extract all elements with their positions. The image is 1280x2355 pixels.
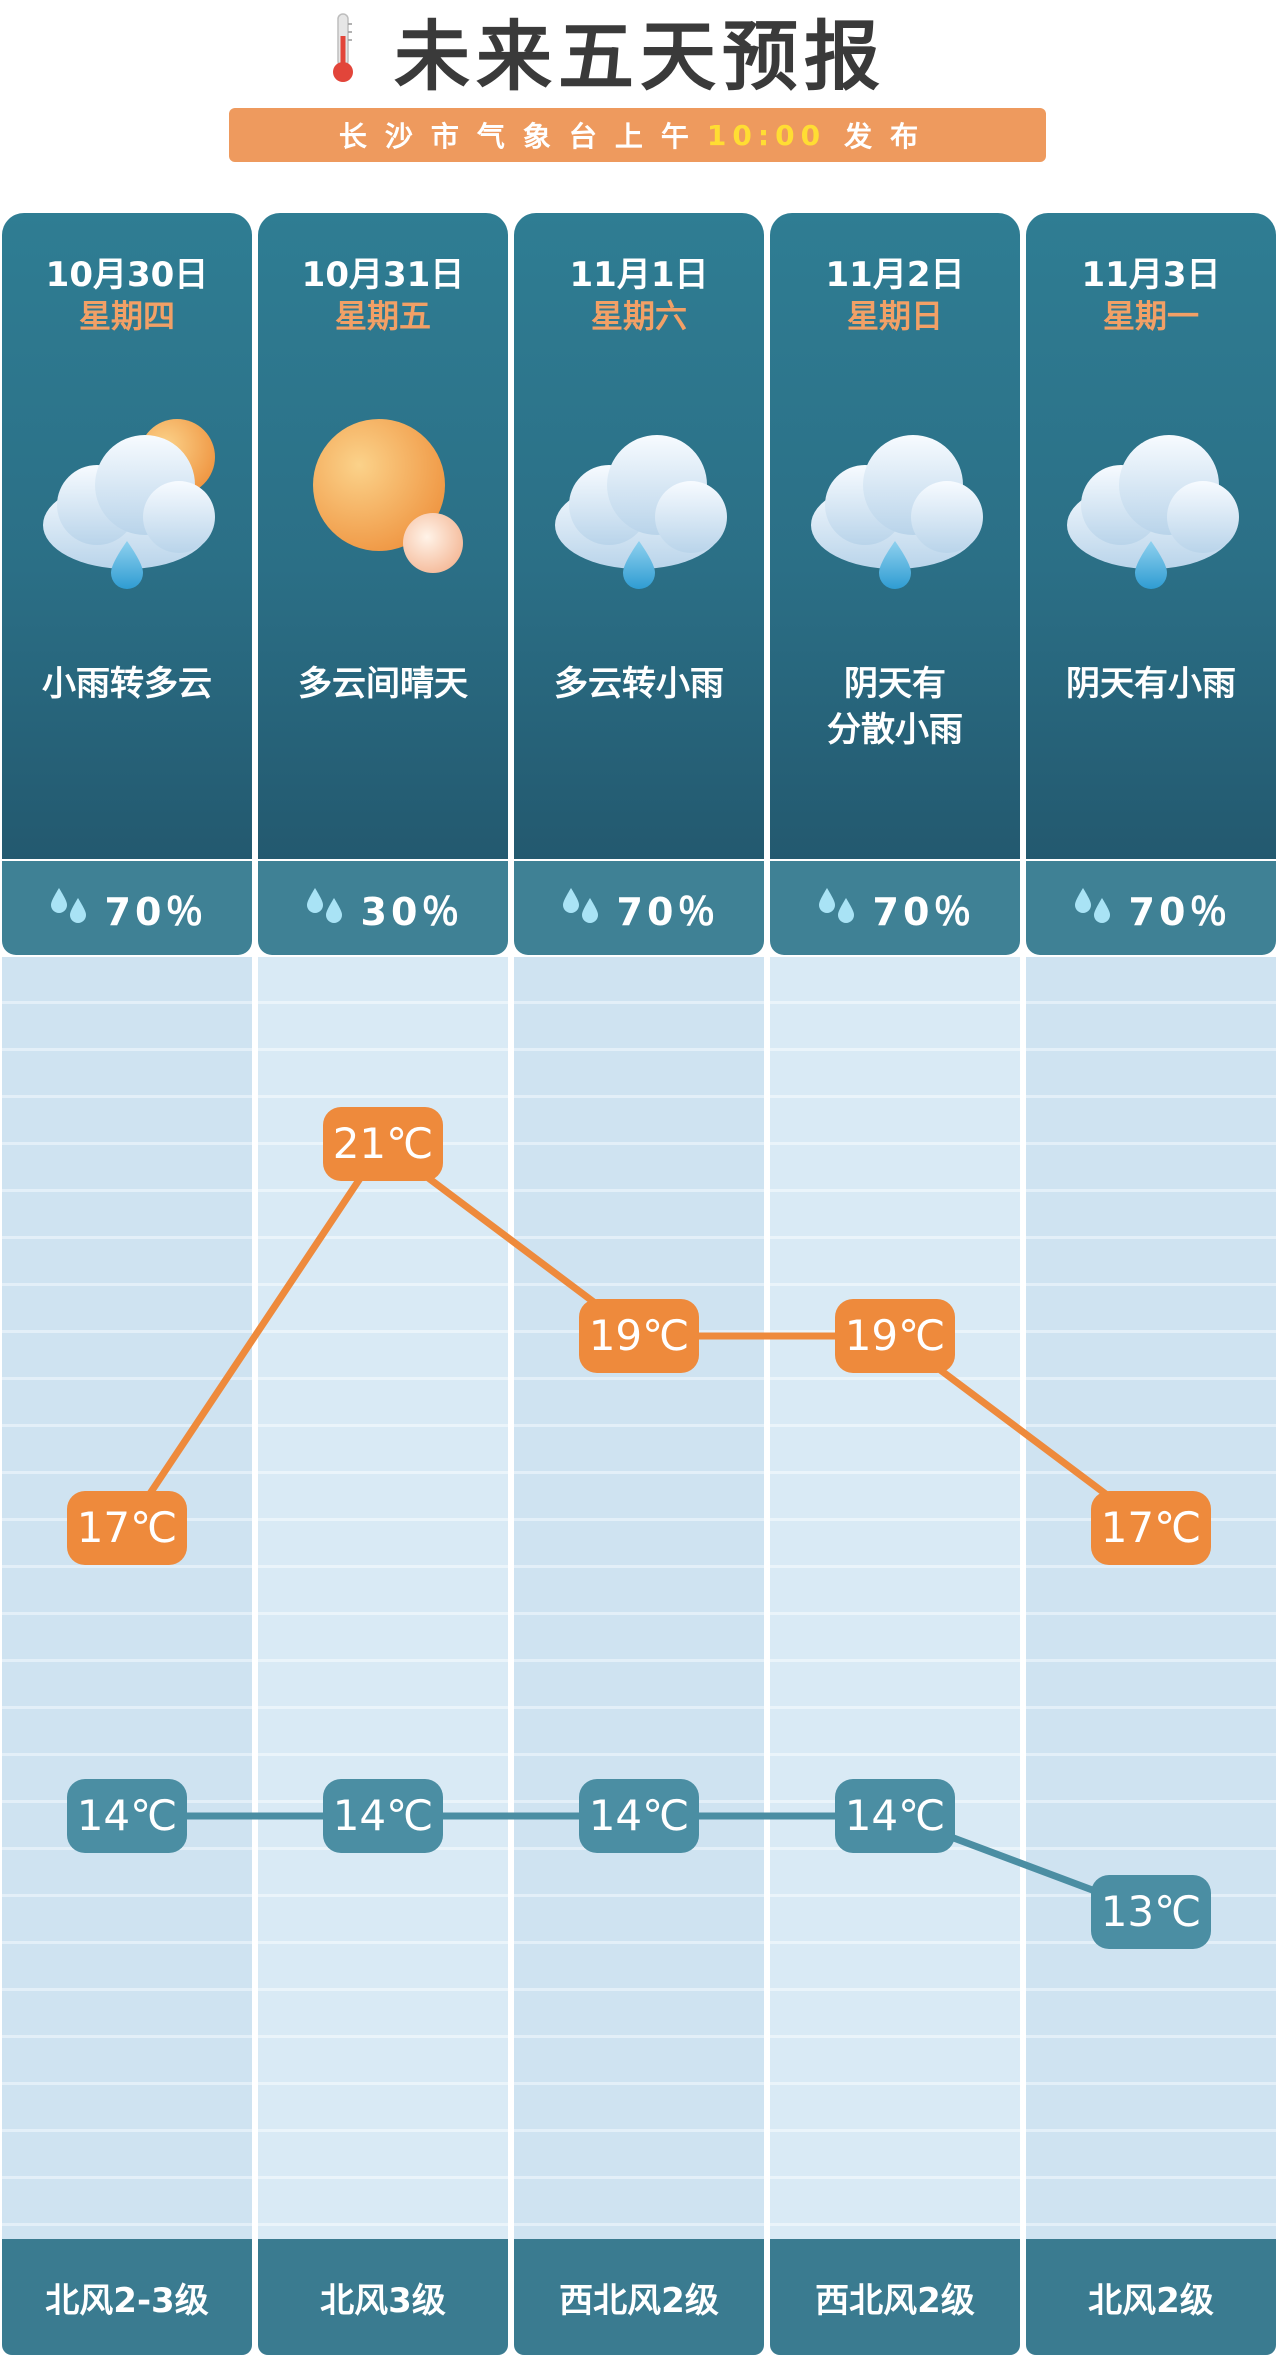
forecast-weekday: 星期五 <box>334 297 431 335</box>
precipitation-chance: 30％ <box>258 861 508 955</box>
raindrops-icon <box>1071 882 1129 935</box>
weather-description: 多云间晴天 <box>298 664 468 704</box>
day-header: 11月2日 星期日阴天有 分散小雨 <box>770 213 1020 859</box>
precipitation-chance: 70％ <box>2 861 252 955</box>
issuer-text: 长沙市气象台上午 <box>338 120 707 153</box>
precipitation-chance: 70％ <box>514 861 764 955</box>
issue-banner: 长沙市气象台上午 10:00 发布 <box>229 108 1046 162</box>
precipitation-value: 70％ <box>104 889 208 934</box>
weather-description: 多云转小雨 <box>554 664 724 704</box>
precipitation-value: 70％ <box>616 889 720 934</box>
precipitation-value: 70％ <box>872 889 976 934</box>
chart-band <box>1026 957 1276 2239</box>
wind-forecast: 北风2-3级 <box>2 2239 252 2355</box>
cloud-rain-icon <box>539 393 739 593</box>
raindrops-icon <box>559 882 617 935</box>
raindrops-icon <box>815 882 873 935</box>
chart-band <box>770 957 1020 2239</box>
cloud-sun-rain-icon <box>27 393 227 593</box>
day-header: 11月3日 星期一阴天有小雨 <box>1026 213 1276 859</box>
precipitation-chance: 70％ <box>1026 861 1276 955</box>
day-header: 10月30日 星期四小雨转多云 <box>2 213 252 859</box>
issue-suffix: 发布 <box>844 120 937 153</box>
precipitation-value: 30％ <box>360 889 464 934</box>
wind-forecast: 北风2级 <box>1026 2239 1276 2355</box>
forecast-weekday: 星期日 <box>846 297 943 335</box>
forecast-weekday: 星期四 <box>78 297 175 335</box>
forecast-date: 10月31日 <box>301 255 465 295</box>
issue-time: 10:00 <box>706 118 827 152</box>
wind-forecast: 西北风2级 <box>770 2239 1020 2355</box>
cloud-rain-icon <box>1051 393 1251 593</box>
day-header: 10月31日 星期五多云间晴天 <box>258 213 508 859</box>
forecast-weekday: 星期一 <box>1102 297 1199 335</box>
weather-description: 小雨转多云 <box>42 664 212 704</box>
raindrops-icon <box>303 882 361 935</box>
forecast-date: 11月2日 <box>825 255 965 295</box>
weather-description: 阴天有小雨 <box>1066 664 1236 704</box>
chart-band <box>514 957 764 2239</box>
sun-icon <box>283 393 483 593</box>
forecast-date: 11月3日 <box>1081 255 1221 295</box>
precipitation-chance: 70％ <box>770 861 1020 955</box>
wind-forecast: 西北风2级 <box>514 2239 764 2355</box>
precipitation-value: 70％ <box>1128 889 1232 934</box>
page-title: 未来五天预报 <box>394 12 886 101</box>
forecast-date: 10月30日 <box>45 255 209 295</box>
cloud-rain-icon <box>795 393 995 593</box>
chart-band <box>2 957 252 2239</box>
forecast-date: 11月1日 <box>569 255 709 295</box>
day-header: 11月1日 星期六多云转小雨 <box>514 213 764 859</box>
weather-description: 阴天有 分散小雨 <box>827 664 963 750</box>
chart-band <box>258 957 508 2239</box>
forecast-weekday: 星期六 <box>590 297 687 335</box>
wind-forecast: 北风3级 <box>258 2239 508 2355</box>
thermometer-icon <box>333 13 353 82</box>
title-area: 未来五天预报 <box>0 0 1280 101</box>
raindrops-icon <box>47 882 105 935</box>
